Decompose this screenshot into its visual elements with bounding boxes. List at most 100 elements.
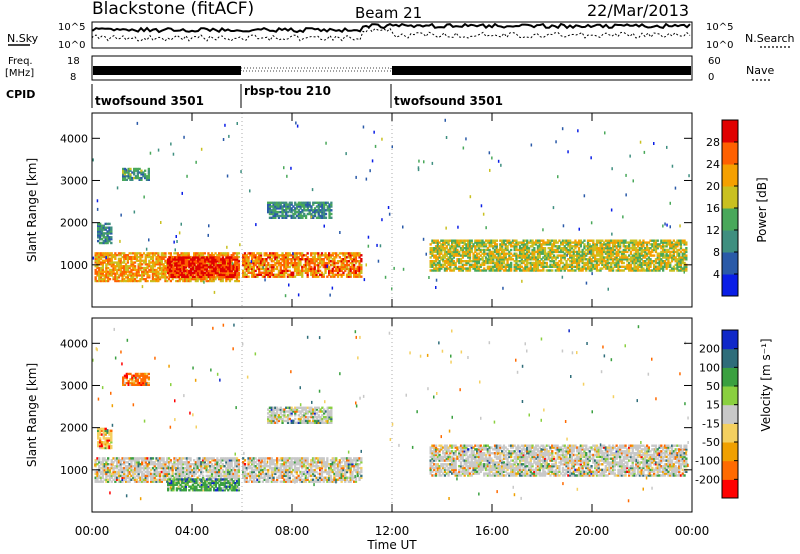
echo-point (264, 278, 266, 282)
echo-cell (94, 261, 97, 264)
echo-cell (663, 250, 667, 254)
echo-cell (249, 265, 252, 269)
echo-cell (518, 254, 522, 257)
echo-cell (583, 261, 586, 265)
echo-cell (499, 258, 502, 261)
echo-cell (200, 278, 203, 281)
echo-cell (540, 248, 543, 252)
echo-cell (97, 239, 100, 243)
echo-cell (565, 247, 568, 250)
echo-cell (155, 255, 158, 259)
echo-cell (617, 267, 620, 270)
echo-cell (340, 269, 343, 273)
echo-cell (103, 274, 106, 277)
echo-cell (168, 266, 172, 269)
echo-cell (164, 259, 167, 262)
echo-cell (283, 267, 286, 271)
echo-cell (198, 264, 202, 267)
echo-cell (274, 207, 277, 210)
echo-cell (150, 468, 153, 472)
echo-cell (595, 250, 599, 254)
echo-cell (286, 203, 290, 206)
echo-cell (114, 478, 117, 481)
echo-cell (112, 272, 115, 275)
echo-cell (570, 261, 574, 265)
echo-cell (323, 203, 326, 206)
echo-point (632, 179, 634, 183)
echo-cell (536, 269, 540, 272)
echo-cell (317, 212, 320, 216)
echo-cell (563, 239, 566, 242)
echo-cell (595, 254, 599, 257)
echo-cell (322, 263, 325, 267)
echo-cell (116, 270, 119, 273)
echo-cell (658, 243, 661, 246)
echo-cell (228, 275, 232, 278)
echo-cell (147, 175, 150, 178)
echo-point (639, 140, 642, 144)
echo-cell (506, 265, 509, 268)
echo-cell (640, 263, 643, 267)
echo-cell (142, 457, 146, 460)
echo-cell (547, 241, 550, 244)
echo-cell (166, 472, 169, 476)
echo-cell (292, 263, 295, 267)
echo-cell (267, 261, 270, 265)
echo-cell (449, 269, 452, 272)
echo-cell (324, 212, 328, 216)
echo-cell (132, 472, 135, 476)
echo-cell (176, 463, 180, 466)
echo-cell (647, 267, 650, 270)
echo-cell (285, 216, 288, 219)
echo-cell (193, 278, 196, 281)
echo-cell (184, 269, 187, 273)
echo-cell (191, 267, 195, 271)
echo-cell (272, 201, 275, 204)
echo-cell (551, 256, 554, 259)
echo-cell (121, 252, 124, 255)
echo-cell (176, 279, 180, 283)
echo-cell (468, 250, 472, 254)
echo-cell (667, 256, 670, 259)
echo-cell (608, 252, 611, 255)
echo-cell (281, 205, 284, 208)
echo-cell (438, 248, 441, 252)
echo-cell (354, 273, 358, 276)
echo-cell (126, 268, 129, 272)
echo-cell (670, 243, 674, 246)
echo-cell (452, 256, 455, 259)
echo-cell (228, 273, 232, 276)
echo-cell (270, 265, 273, 269)
echo-cell (443, 260, 447, 263)
echo-cell (515, 269, 518, 272)
echo-cell (674, 243, 677, 246)
echo-cell (283, 260, 286, 263)
echo-cell (619, 258, 622, 261)
echo-cell (142, 459, 146, 462)
echo-cell (151, 254, 155, 257)
echo-cell (148, 254, 151, 257)
echo-cell (599, 241, 602, 244)
echo-cell (175, 258, 179, 261)
echo-cell (135, 474, 138, 478)
echo-cell (127, 175, 130, 178)
echo-cell (144, 173, 147, 176)
echo-cell (456, 252, 459, 255)
echo-cell (322, 273, 325, 276)
echo-cell (431, 254, 434, 257)
echo-cell (636, 267, 640, 270)
echo-cell (151, 461, 155, 464)
echo-cell (335, 252, 338, 255)
echo-cell (495, 239, 498, 242)
echo-cell (340, 263, 343, 267)
echo-cell (216, 258, 219, 261)
echo-cell (225, 269, 228, 273)
echo-cell (302, 265, 306, 269)
echo-cell (254, 263, 257, 267)
echo-cell (520, 258, 523, 261)
echo-cell (527, 267, 531, 270)
echo-cell (142, 465, 146, 468)
echo-cell (436, 258, 439, 261)
echo-cell (329, 260, 333, 263)
echo-point (417, 168, 420, 172)
